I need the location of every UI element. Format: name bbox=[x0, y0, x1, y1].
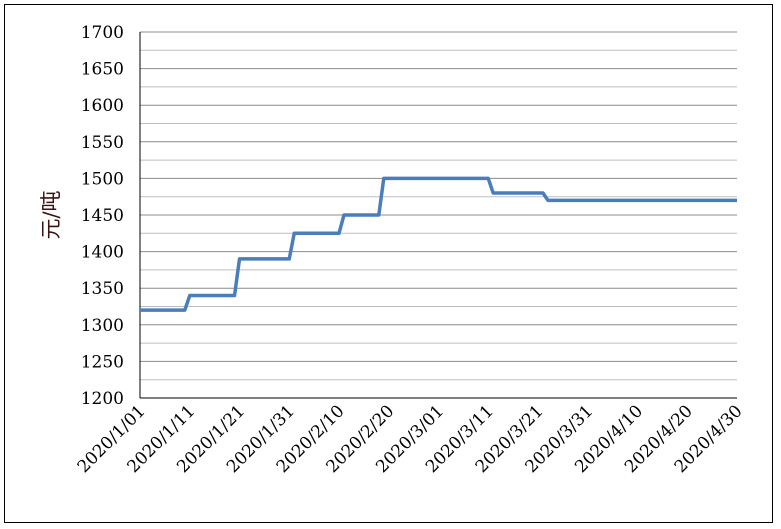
y-tick-label: 1600 bbox=[81, 96, 124, 116]
y-tick-label: 1650 bbox=[81, 60, 124, 80]
chart-border bbox=[4, 4, 773, 523]
y-tick-label: 1700 bbox=[81, 23, 124, 43]
y-tick-label: 1350 bbox=[81, 279, 124, 299]
series-line bbox=[140, 176, 737, 312]
y-tick-label: 1400 bbox=[81, 243, 124, 263]
y-tick-label: 1250 bbox=[81, 352, 124, 372]
y-axis-label: 元/吨 bbox=[39, 190, 63, 239]
y-tick-label: 1500 bbox=[81, 169, 124, 189]
y-tick-label: 1550 bbox=[81, 133, 124, 153]
y-tick-label: 1450 bbox=[81, 206, 124, 226]
y-tick-label: 1200 bbox=[81, 389, 124, 409]
y-tick-label: 1300 bbox=[81, 316, 124, 336]
